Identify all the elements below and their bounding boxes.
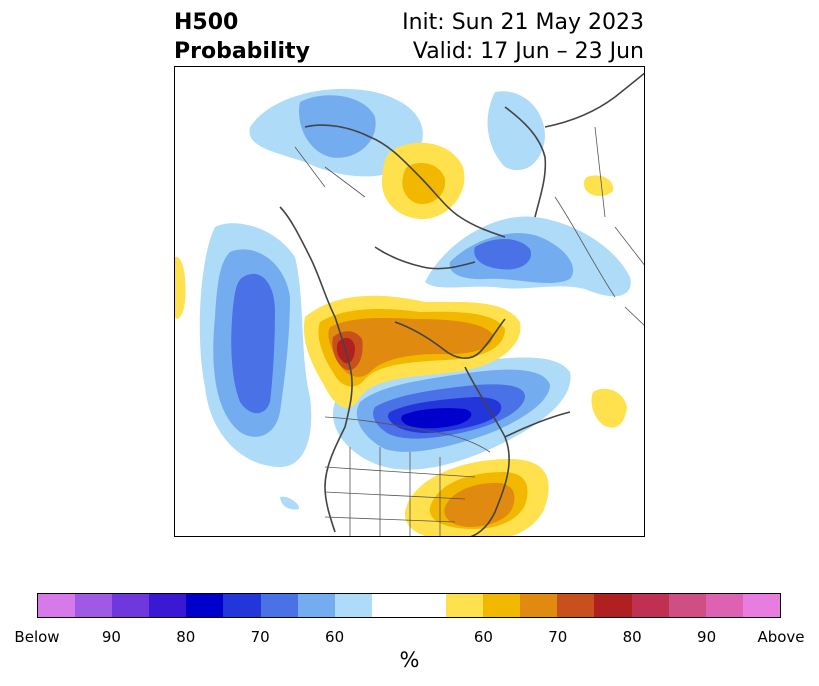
colorbar-swatch (483, 594, 521, 617)
colorbar-tick-label: Below (14, 628, 60, 646)
init-date: Init: Sun 21 May 2023 (402, 10, 644, 35)
colorbar-tick-label: 70 (250, 628, 270, 646)
colorbar-swatch (112, 594, 150, 617)
coastlines (279, 72, 644, 536)
colorbar-swatch (446, 594, 484, 617)
colorbar-swatch (557, 594, 595, 617)
chart-title: H500 Probability (174, 8, 310, 66)
map-canvas (175, 67, 644, 536)
colorbar-tick-label: 90 (101, 628, 121, 646)
title-variable: H500 (174, 10, 239, 35)
colorbar-swatch (260, 594, 298, 617)
colorbar-swatch (371, 594, 409, 617)
colorbar-swatch (297, 594, 335, 617)
borders (294, 126, 644, 536)
colorbar-swatch (334, 594, 372, 617)
gulf-above-anomaly (404, 459, 549, 536)
colorbar-swatch (408, 594, 447, 617)
colorbar-tick-label: 60 (473, 628, 493, 646)
probability-map (174, 66, 645, 537)
colorbar-ticks: Below 90 80 70 60 60 70 80 90 Above (0, 628, 819, 648)
colorbar-tick-label: 80 (622, 628, 642, 646)
colorbar-swatch (75, 594, 113, 617)
colorbar-swatch (594, 594, 632, 617)
colorbar-swatch (520, 594, 558, 617)
colorbar-unit: % (399, 648, 420, 672)
colorbar-tick-label: 60 (325, 628, 345, 646)
colorbar-swatch (186, 594, 224, 617)
colorbar-swatch (668, 594, 706, 617)
colorbar-tick-label: 70 (548, 628, 568, 646)
colorbar-tick-label: 80 (176, 628, 196, 646)
colorbar-tick-label: 90 (697, 628, 717, 646)
forecast-dates: Init: Sun 21 May 2023 Valid: 17 Jun – 23… (402, 8, 644, 66)
colorbar-tick-label: Above (757, 628, 805, 646)
colorbar-swatch (705, 594, 743, 617)
pacific-below-anomaly (199, 223, 312, 467)
valid-dates: Valid: 17 Jun – 23 Jun (412, 39, 644, 64)
colorbar-swatch (38, 594, 76, 617)
colorbar-swatch (742, 594, 780, 617)
colorbar-swatch (149, 594, 187, 617)
title-quantity: Probability (174, 39, 310, 64)
colorbar (37, 593, 781, 618)
canada-below-anomaly (280, 357, 571, 510)
colorbar-swatch (223, 594, 261, 617)
colorbar-swatch (631, 594, 669, 617)
